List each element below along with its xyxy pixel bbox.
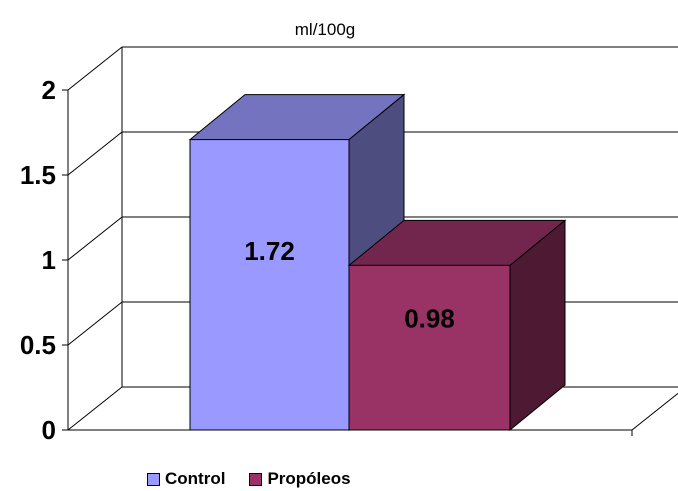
- labels: 0 0.5 1 1.5 2 1.72 0.98: [20, 75, 455, 445]
- legend-label-propoleos: Propóleos: [267, 469, 351, 488]
- wall-diagonal: [67, 131, 123, 176]
- floor-right-edge: [631, 392, 678, 431]
- legend-swatch-control: [147, 472, 160, 486]
- bar-control: [189, 139, 350, 431]
- y-tick-label: 0.5: [20, 330, 56, 360]
- legend-item-control: Control: [147, 469, 225, 489]
- legend-label-control: Control: [165, 469, 226, 488]
- wall-diagonal: [67, 46, 123, 91]
- y-tick-label: 2: [42, 75, 56, 105]
- data-label-propoleos: 0.98: [404, 304, 455, 334]
- y-tick-label: 1.5: [20, 160, 56, 190]
- wall-diagonal: [67, 386, 123, 431]
- unit-label: ml/100g: [295, 20, 355, 39]
- legend-item-propoleos: Propóleos: [249, 469, 351, 489]
- legend-swatch-propoleos: [249, 472, 263, 486]
- bars: [188, 93, 567, 432]
- wall-diagonal: [67, 216, 123, 261]
- y-tick-label: 1: [42, 245, 56, 275]
- wall-diagonal: [67, 301, 123, 346]
- legend: Control Propóleos: [147, 469, 351, 489]
- bar-propoleos: [348, 264, 511, 431]
- data-label-control: 1.72: [244, 236, 295, 266]
- y-tick-label: 0: [42, 415, 56, 445]
